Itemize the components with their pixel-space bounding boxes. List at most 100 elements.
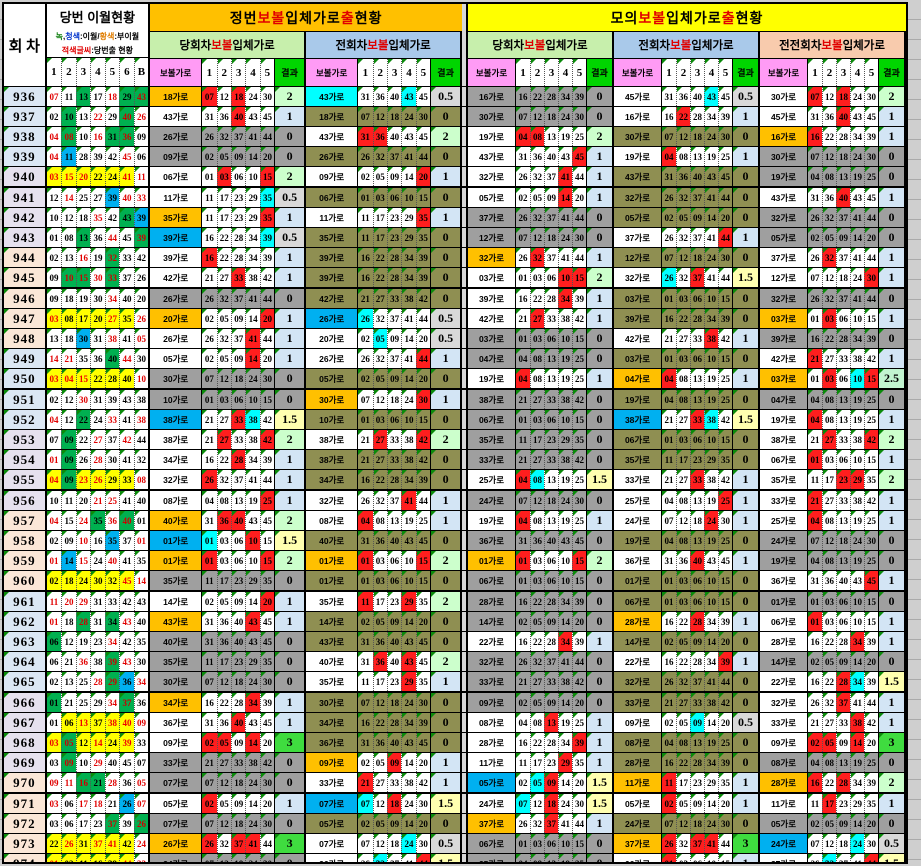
carry-cell[interactable]: 03 xyxy=(46,733,62,752)
number-cell[interactable]: 08 xyxy=(676,390,690,409)
number-cell[interactable]: 02 xyxy=(808,228,822,247)
carry-cell[interactable]: 35 xyxy=(90,208,105,227)
number-cell[interactable]: 28 xyxy=(544,632,558,651)
number-cell[interactable]: 17 xyxy=(676,450,690,469)
number-cell[interactable]: 36 xyxy=(216,632,231,651)
number-cell[interactable]: 30 xyxy=(572,491,586,510)
number-cell[interactable]: 24 xyxy=(401,390,416,409)
number-cell[interactable]: 21 xyxy=(516,309,530,328)
number-cell[interactable]: 14 xyxy=(704,632,718,651)
result-cell[interactable]: 0 xyxy=(274,289,305,308)
garo-label-cell[interactable]: 09가로 xyxy=(468,693,516,712)
number-cell[interactable]: 23 xyxy=(386,208,402,227)
carry-cell[interactable]: 16 xyxy=(90,531,105,550)
number-cell[interactable]: 11 xyxy=(516,753,530,772)
carry-cell[interactable]: 40 xyxy=(133,612,149,631)
garo-label-cell[interactable]: 43가로 xyxy=(150,612,203,631)
carry-cell[interactable]: 33 xyxy=(119,248,134,267)
number-cell[interactable]: 19 xyxy=(850,511,864,530)
number-cell[interactable]: 39 xyxy=(864,672,878,691)
number-cell[interactable]: 06 xyxy=(836,309,850,328)
carry-cell[interactable]: 07 xyxy=(133,753,149,772)
number-cell[interactable]: 13 xyxy=(690,390,704,409)
carry-cell[interactable]: 14 xyxy=(133,571,149,590)
number-cell[interactable]: 45 xyxy=(259,713,275,732)
result-cell[interactable]: 1 xyxy=(732,612,758,631)
number-cell[interactable]: 06 xyxy=(836,612,850,631)
number-cell[interactable]: 04 xyxy=(516,470,530,489)
number-cell[interactable]: 34 xyxy=(558,289,572,308)
garo-label-cell[interactable]: 39가로 xyxy=(306,248,359,267)
number-cell[interactable]: 28 xyxy=(386,470,402,489)
number-cell[interactable]: 25 xyxy=(572,470,586,489)
carry-cell[interactable]: 36 xyxy=(133,693,149,712)
number-cell[interactable]: 41 xyxy=(850,208,864,227)
carry-cell[interactable]: 31 xyxy=(90,592,105,611)
result-cell[interactable]: 0 xyxy=(430,268,461,287)
number-cell[interactable]: 29 xyxy=(401,208,416,227)
number-cell[interactable]: 44 xyxy=(718,188,732,207)
round-cell[interactable]: 968 xyxy=(4,733,47,752)
carry-cell[interactable]: 12 xyxy=(61,390,76,409)
number-cell[interactable]: 15 xyxy=(572,268,586,287)
number-cell[interactable]: 16 xyxy=(358,248,373,267)
round-cell[interactable]: 961 xyxy=(4,592,47,611)
number-cell[interactable]: 07 xyxy=(808,87,822,106)
number-cell[interactable]: 36 xyxy=(530,531,544,550)
number-cell[interactable]: 08 xyxy=(822,511,836,530)
garo-label-cell[interactable]: 10가로 xyxy=(150,390,203,409)
number-cell[interactable]: 10 xyxy=(401,551,416,570)
number-cell[interactable]: 24 xyxy=(401,834,416,853)
carry-cell[interactable]: 36 xyxy=(119,672,134,691)
number-cell[interactable]: 31 xyxy=(808,107,822,126)
carry-cell[interactable]: 44 xyxy=(119,854,134,862)
result-cell[interactable]: 1 xyxy=(274,349,305,368)
carry-cell[interactable]: 42 xyxy=(104,147,120,166)
result-cell[interactable]: 0 xyxy=(274,147,305,166)
garo-label-cell[interactable]: 08가로 xyxy=(306,511,359,530)
number-cell[interactable]: 23 xyxy=(690,450,704,469)
number-cell[interactable]: 15 xyxy=(718,289,732,308)
number-cell[interactable]: 27 xyxy=(676,329,690,348)
number-cell[interactable]: 33 xyxy=(386,450,402,469)
carry-cell[interactable]: 42 xyxy=(119,834,134,853)
carry-cell[interactable]: 03 xyxy=(46,794,62,813)
carry-cell[interactable]: 13 xyxy=(75,87,91,106)
number-cell[interactable]: 06 xyxy=(544,551,558,570)
number-cell[interactable]: 40 xyxy=(544,147,558,166)
number-cell[interactable]: 18 xyxy=(544,491,558,510)
result-cell[interactable]: 0 xyxy=(586,349,612,368)
number-cell[interactable]: 04 xyxy=(662,491,676,510)
number-cell[interactable]: 18 xyxy=(386,794,402,813)
carry-cell[interactable]: 15 xyxy=(75,369,91,388)
number-cell[interactable]: 03 xyxy=(372,571,387,590)
number-cell[interactable]: 17 xyxy=(216,208,231,227)
number-cell[interactable]: 17 xyxy=(372,228,387,247)
number-cell[interactable]: 29 xyxy=(558,753,572,772)
garo-label-cell[interactable]: 06가로 xyxy=(468,571,516,590)
garo-label-cell[interactable]: 22가로 xyxy=(614,652,662,671)
number-cell[interactable]: 02 xyxy=(202,733,217,752)
number-cell[interactable]: 20 xyxy=(415,612,431,631)
carry-cell[interactable]: 44 xyxy=(133,430,149,449)
carry-cell[interactable]: 06 xyxy=(46,652,62,671)
carry-cell[interactable]: 01 xyxy=(133,511,149,530)
number-cell[interactable]: 18 xyxy=(231,87,246,106)
number-cell[interactable]: 44 xyxy=(718,228,732,247)
number-cell[interactable]: 34 xyxy=(245,450,260,469)
number-cell[interactable]: 19 xyxy=(558,349,572,368)
carry-cell[interactable]: 09 xyxy=(61,450,76,469)
carry-cell[interactable]: 34 xyxy=(104,632,120,651)
number-cell[interactable]: 04 xyxy=(358,511,373,530)
number-cell[interactable]: 03 xyxy=(530,410,544,429)
number-cell[interactable]: 13 xyxy=(690,369,704,388)
number-cell[interactable]: 17 xyxy=(216,652,231,671)
result-cell[interactable]: 0.5 xyxy=(274,228,305,247)
garo-label-cell[interactable]: 06가로 xyxy=(614,430,662,449)
result-cell[interactable]: 1 xyxy=(274,208,305,227)
number-cell[interactable]: 07 xyxy=(202,672,217,691)
garo-label-cell[interactable]: 16가로 xyxy=(468,87,516,106)
number-cell[interactable]: 38 xyxy=(850,430,864,449)
number-cell[interactable]: 06 xyxy=(231,167,246,186)
number-cell[interactable]: 21 xyxy=(202,268,217,287)
